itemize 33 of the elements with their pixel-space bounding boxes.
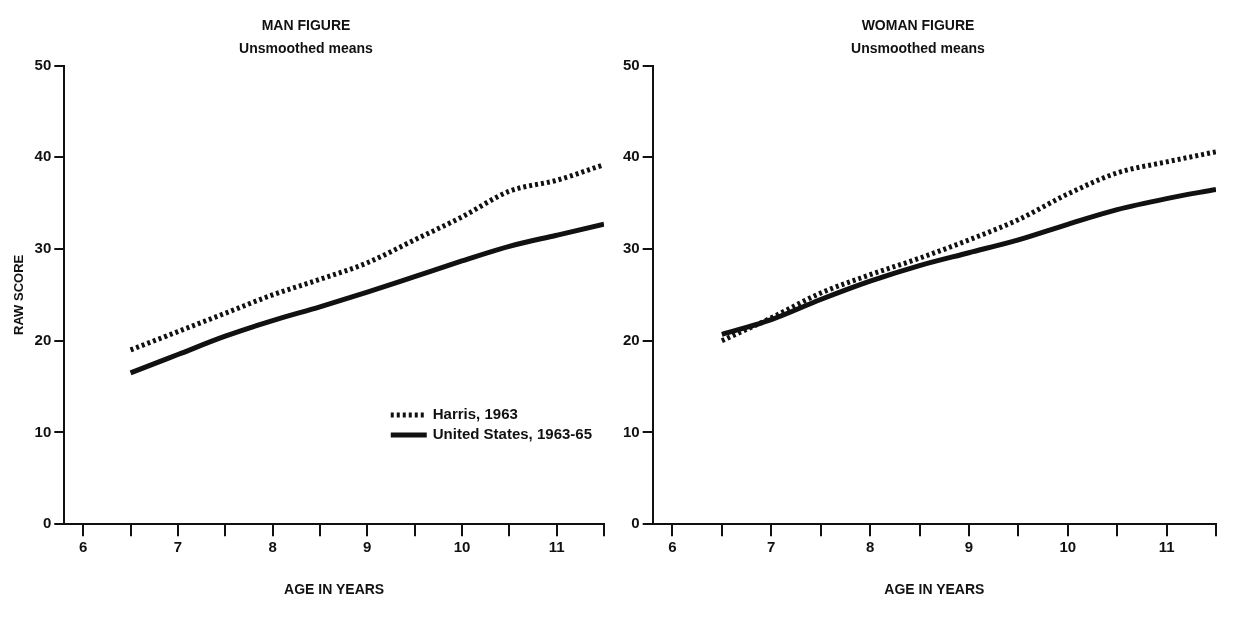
x-axis-title: AGE IN YEARS [884, 581, 985, 598]
x-tick-label: 9 [964, 538, 974, 556]
y-tick-label: 10 [623, 422, 640, 440]
chart-title: MAN FIGURE [261, 17, 351, 34]
y-tick-label: 40 [34, 147, 52, 165]
chart-subtitle: Unsmoothed means [851, 40, 986, 57]
y-tick-label: 10 [34, 422, 52, 440]
x-tick-label: 9 [363, 538, 372, 556]
y-tick-label: 30 [623, 239, 640, 257]
y-tick-label: 20 [623, 330, 640, 348]
y-tick-label: 30 [34, 239, 52, 257]
chart-title: WOMAN FIGURE [861, 17, 975, 34]
y-tick-label: 40 [623, 147, 640, 165]
x-tick-label: 7 [173, 538, 183, 556]
x-tick-label: 6 [79, 538, 88, 556]
x-tick-label: 11 [1158, 538, 1175, 556]
chart-subtitle: Unsmoothed means [239, 40, 374, 57]
x-tick-label: 7 [767, 538, 776, 556]
legend-label: Harris, 1963 [432, 405, 518, 423]
y-tick-label: 0 [42, 514, 52, 532]
x-axis-title: AGE IN YEARS [284, 581, 385, 598]
x-tick-label: 6 [668, 538, 677, 556]
y-tick-label: 50 [623, 55, 640, 73]
legend-label: United States, 1963-65 [432, 425, 593, 443]
y-tick-label: 0 [631, 514, 640, 532]
y-tick-label: 50 [34, 55, 52, 73]
x-tick-label: 11 [548, 538, 565, 556]
y-axis-title: RAW SCORE [11, 254, 27, 335]
x-tick-label: 8 [865, 538, 875, 556]
y-tick-label: 20 [34, 330, 52, 348]
x-tick-label: 8 [268, 538, 277, 556]
x-tick-label: 10 [453, 538, 471, 556]
x-tick-label: 10 [1059, 538, 1077, 556]
